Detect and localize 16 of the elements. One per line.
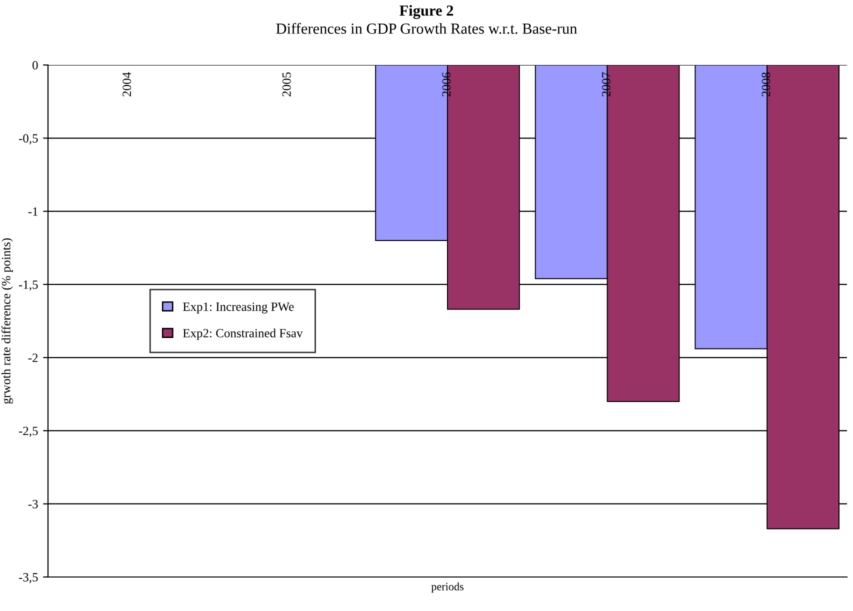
y-tick-label: -1 — [28, 207, 38, 216]
y-tick-label: -2 — [28, 354, 38, 362]
chart-subtitle: Differences in GDP Growth Rates w.r.t. Base-run — [276, 22, 578, 34]
y-axis-title: grwoth rate difference (% points) — [1, 238, 13, 404]
legend-label: Exp2: Constrained Fsav — [182, 328, 303, 340]
chart-title: Figure 2 — [400, 5, 454, 19]
x-tick-label: 2005 — [282, 72, 291, 96]
y-tick-label: -3,5 — [18, 573, 38, 584]
y-tick-label: -1,5 — [18, 280, 38, 291]
legend-label: Exp1: Increasing PWe — [182, 302, 294, 314]
x-tick-label: 2004 — [122, 72, 132, 96]
x-axis-title: periods — [431, 582, 464, 593]
y-tick-label: 0 — [32, 61, 38, 70]
y-tick-label: -0,5 — [18, 134, 38, 144]
y-tick-label: -2,5 — [18, 426, 38, 437]
y-tick-label: -3 — [28, 500, 38, 508]
